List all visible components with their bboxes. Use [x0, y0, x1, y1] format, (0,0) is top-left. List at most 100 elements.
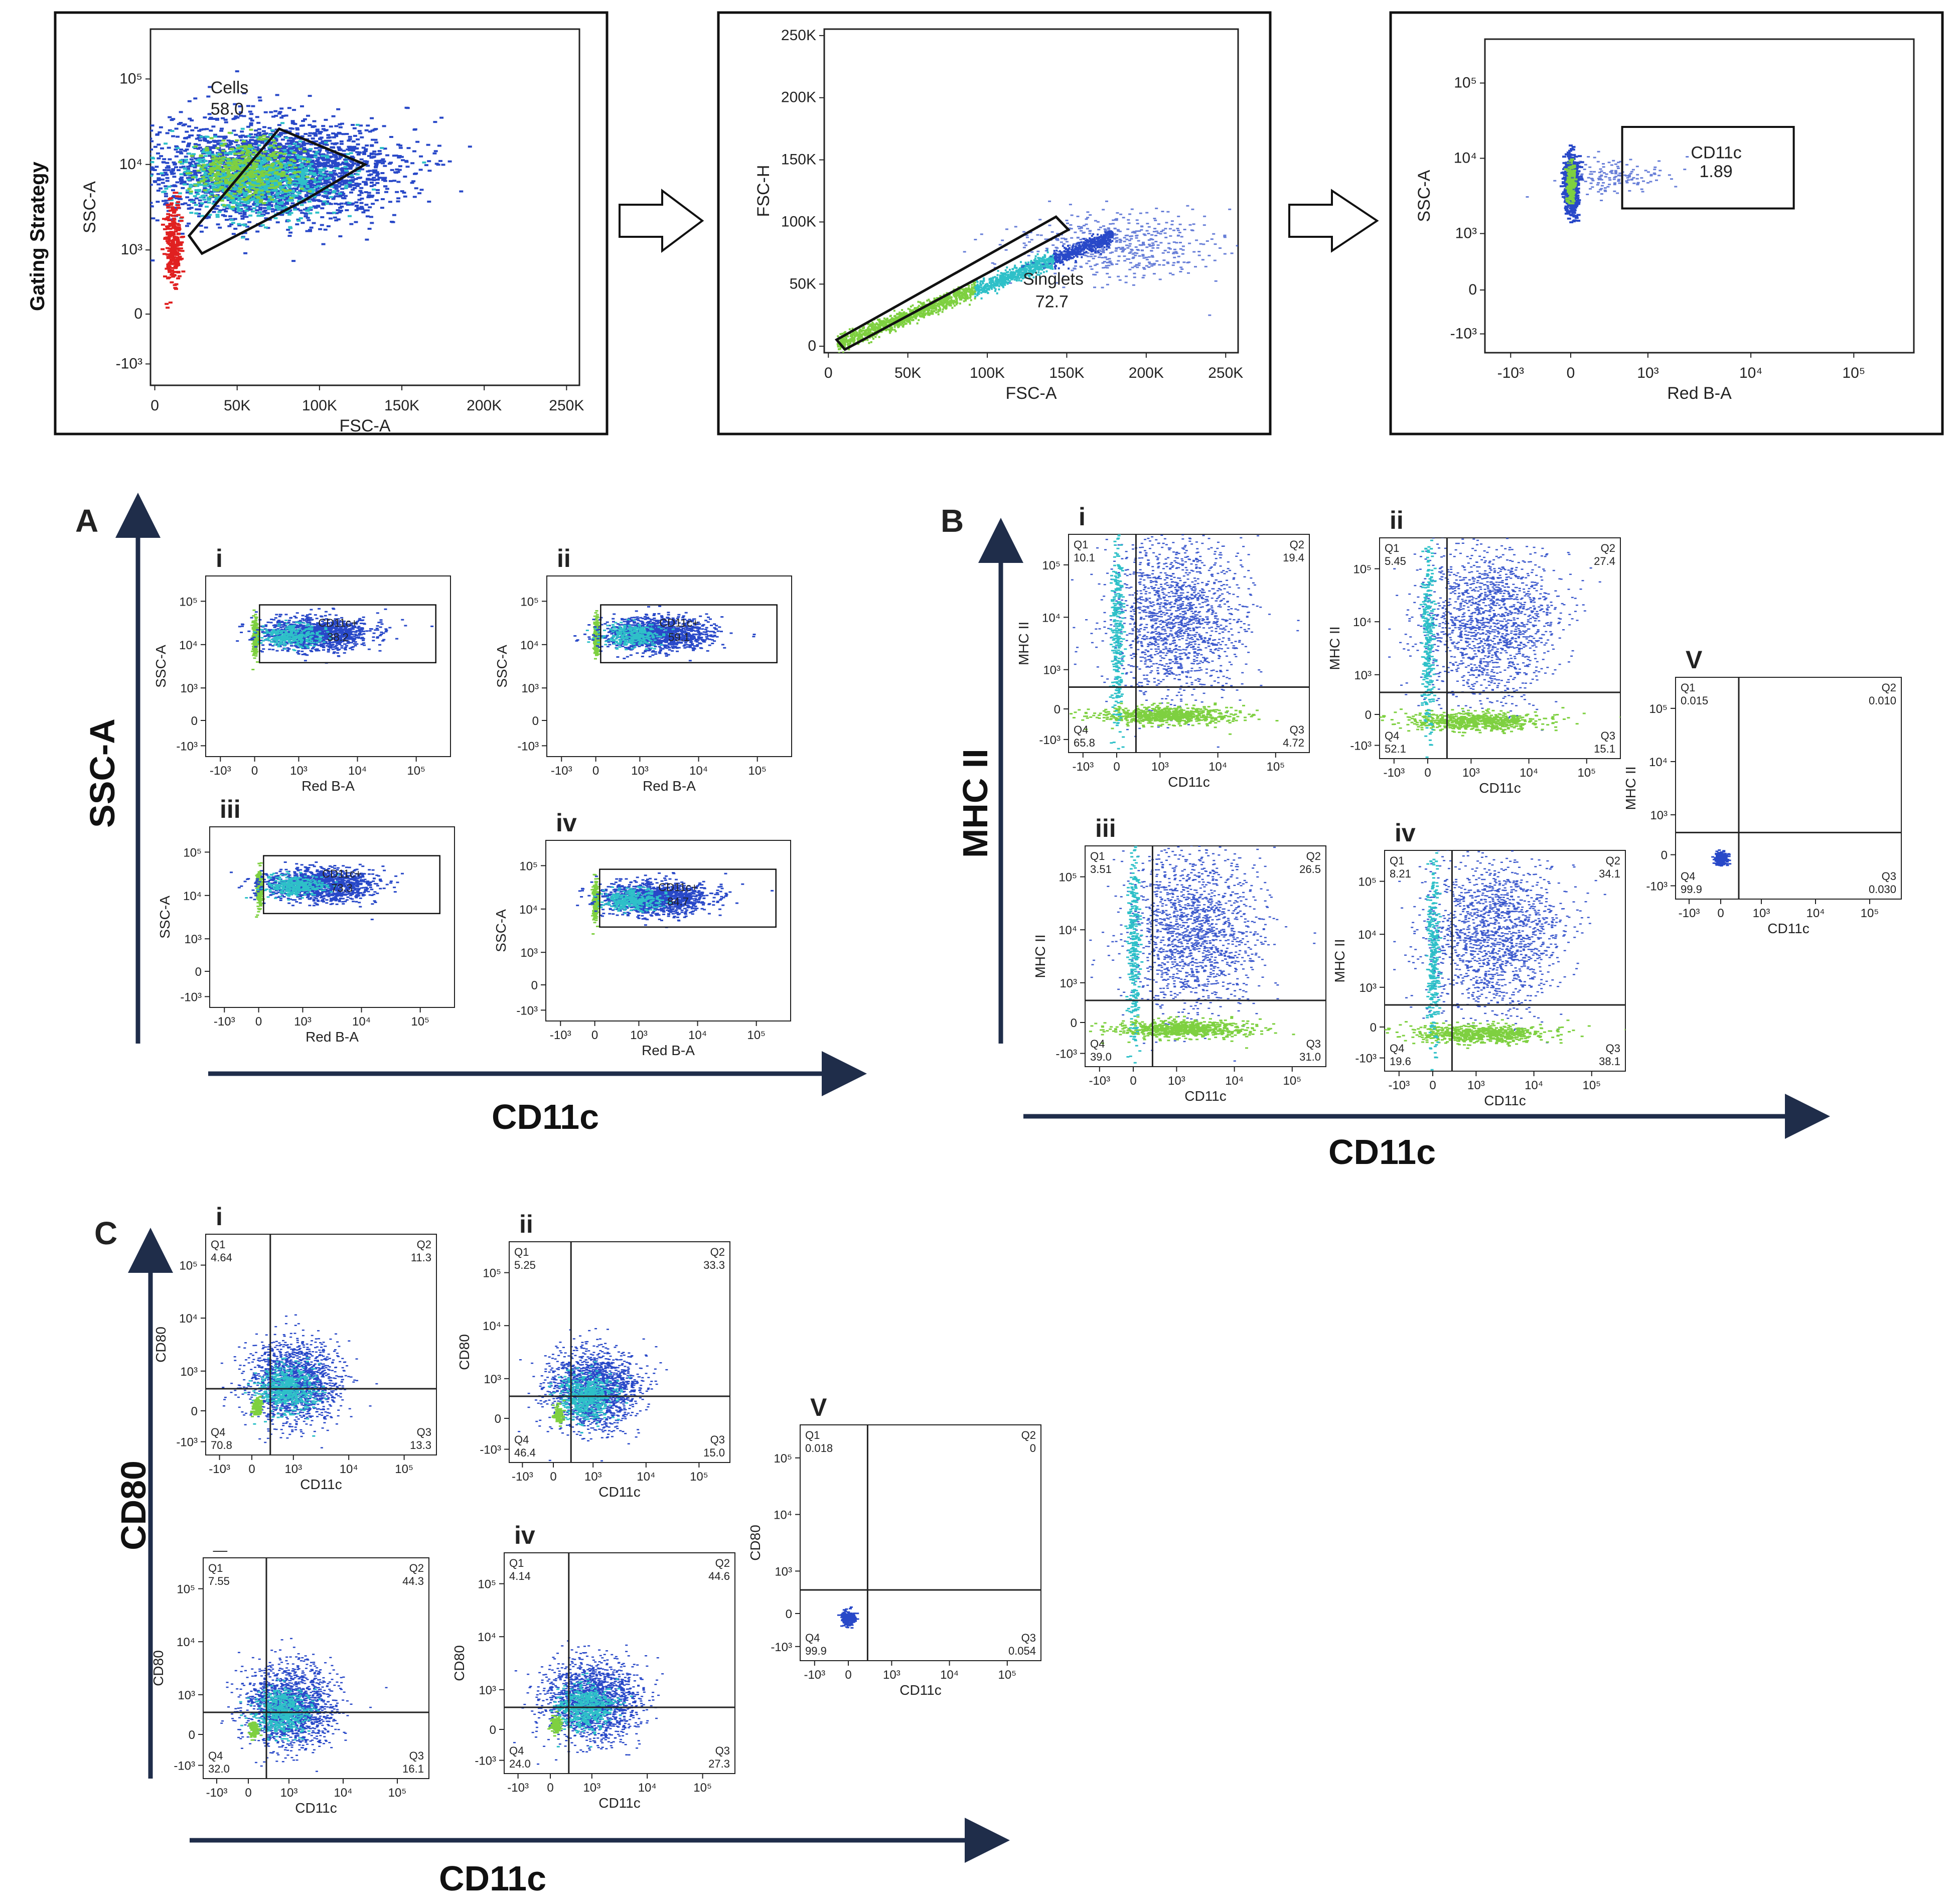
singlet-point — [994, 280, 997, 282]
singlet-point — [997, 278, 1000, 281]
singlet-point — [997, 269, 999, 272]
q4-label: Q4 — [1390, 1042, 1404, 1055]
y-tick-label: 10⁴ — [177, 1636, 195, 1649]
singlet-point — [1111, 240, 1114, 242]
singlet-point — [853, 332, 855, 334]
singlet-point — [838, 352, 840, 353]
singlet-point — [1043, 254, 1046, 256]
singlet-point — [998, 285, 1000, 287]
singlet-point — [929, 306, 931, 308]
y-tick-label: 10⁵ — [483, 1267, 501, 1280]
y-tick-label: 10³ — [520, 946, 538, 960]
singlet-point — [1020, 276, 1023, 278]
plot-frame — [546, 575, 792, 757]
singlet-point — [1041, 256, 1044, 258]
singlet-point — [1000, 272, 1002, 274]
singlet-point — [1065, 250, 1067, 253]
y-tick-label: 10³ — [1650, 809, 1668, 822]
singlet-point — [910, 305, 912, 308]
singlet-point — [1086, 239, 1088, 241]
singlet-point — [1006, 282, 1009, 285]
main-core — [593, 886, 672, 914]
y-tick-label: 10³ — [180, 1365, 198, 1379]
singlet-point — [862, 332, 864, 335]
singlet-point — [1037, 266, 1039, 269]
q1-value: 8.21 — [1390, 867, 1411, 880]
singlet-point — [957, 294, 960, 297]
singlet-point — [903, 311, 906, 314]
y-tick-label: 10⁵ — [119, 70, 142, 87]
cd11c-gate — [1621, 126, 1795, 210]
singlet-point — [962, 290, 965, 292]
singlet-point — [1023, 273, 1026, 275]
singlet-point — [1089, 246, 1091, 249]
singlet-point — [849, 342, 852, 345]
cells-gate — [187, 127, 368, 255]
cd11c-gate — [263, 855, 440, 915]
q4-value: 24.0 — [509, 1758, 531, 1770]
singlet-point — [1081, 244, 1084, 246]
y-tick-label: 0 — [495, 1412, 501, 1426]
singlet-point — [959, 297, 961, 299]
singlet-point — [1030, 260, 1032, 262]
singlet-point — [944, 299, 947, 301]
y-tick-label: 0 — [191, 1405, 198, 1418]
y-tick-label: 0 — [189, 1728, 195, 1742]
plot-B-iii: iii -10³ 0 10³ 10⁴ 10⁵ -10³ 0 10³ 10⁴ 10⁵ CD11c MHC … — [1032, 814, 1326, 1104]
singlet-point — [912, 316, 915, 319]
cells-cloud-green — [178, 128, 314, 208]
x-axis-label: FSC-A — [340, 416, 391, 435]
x-tick-label: 10³ — [1637, 365, 1659, 381]
singlet-point — [918, 305, 920, 307]
singlet-point — [1090, 240, 1093, 243]
singlet-point — [931, 304, 934, 306]
singlet-point — [931, 311, 934, 314]
singlet-point — [1001, 276, 1004, 278]
singlet-point — [943, 300, 945, 302]
singlet-point — [902, 314, 905, 316]
singlet-point — [864, 333, 867, 335]
singlet-point — [880, 324, 882, 327]
singlet-point — [969, 292, 972, 295]
singlet-point — [1019, 267, 1021, 269]
B-x-axis-label: CD11c — [1328, 1132, 1436, 1172]
panel-letter-C: C — [94, 1215, 117, 1251]
singlet-point — [1057, 256, 1060, 258]
singlet-point — [900, 313, 902, 315]
singlet-point — [969, 297, 971, 299]
singlet-point — [984, 291, 987, 294]
singlet-point — [1062, 261, 1064, 263]
data-points — [1380, 538, 1620, 758]
singlet-point — [938, 303, 941, 306]
singlet-point — [916, 313, 919, 316]
q2-value: 27.4 — [1594, 555, 1615, 567]
x-tick-label: 0 — [1717, 907, 1724, 920]
y-tick-label: 10³ — [1455, 225, 1477, 242]
x-tick-label: 10³ — [1151, 760, 1169, 774]
singlet-point — [857, 340, 859, 342]
singlet-point — [872, 323, 874, 325]
singlet-point — [840, 346, 842, 349]
plot-frame — [205, 575, 451, 757]
singlet-point — [919, 301, 922, 304]
singlet-point — [954, 291, 957, 294]
singlet-point — [982, 286, 985, 288]
singlet-point — [949, 303, 952, 305]
main-core — [253, 620, 332, 651]
singlet-point — [1005, 271, 1008, 273]
singlet-point — [893, 324, 896, 327]
singlet-point — [1043, 258, 1046, 261]
singlet-point — [966, 290, 968, 292]
singlet-point — [1101, 236, 1104, 238]
singlet-point — [1006, 278, 1009, 280]
q4-value: 70.8 — [211, 1439, 232, 1451]
debris-red — [161, 192, 186, 309]
y-tick-label: 10³ — [121, 241, 142, 258]
singlet-point — [927, 310, 930, 313]
singlet-point — [1051, 266, 1053, 268]
singlet-point — [1029, 273, 1031, 276]
q3-label: Q3 — [1021, 1632, 1036, 1644]
singlet-point — [959, 288, 961, 291]
singlet-point — [1027, 274, 1030, 277]
singlet-point — [1090, 245, 1092, 247]
